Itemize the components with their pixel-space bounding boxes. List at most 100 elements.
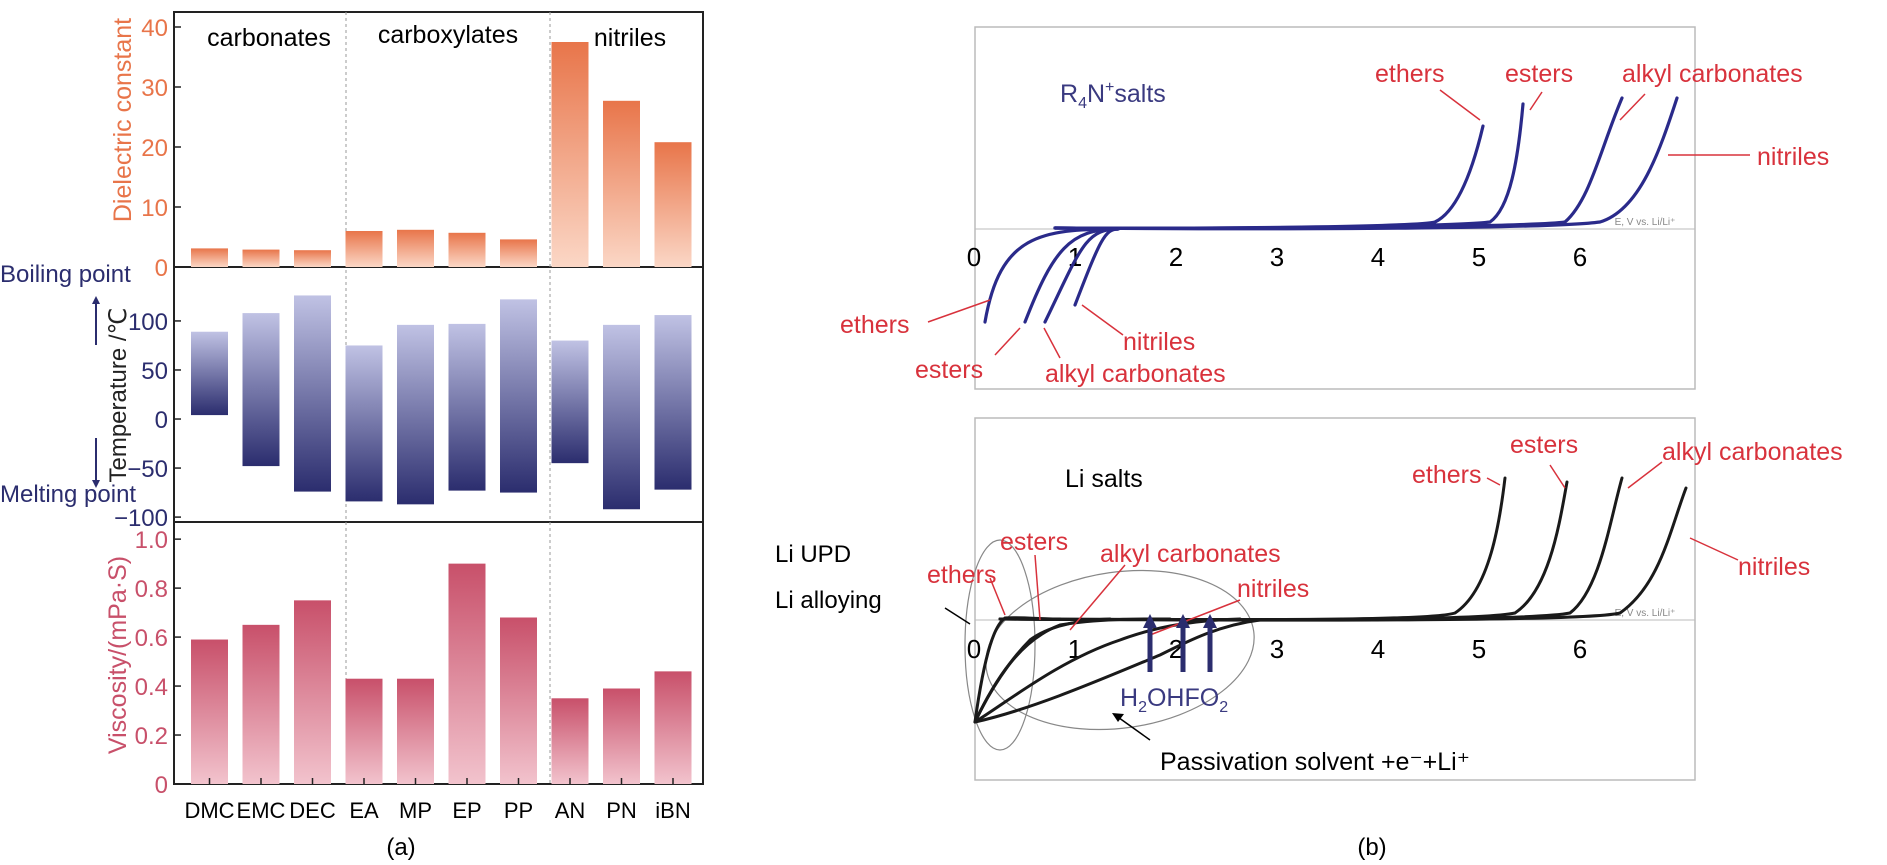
x-tick-label-3: 3 xyxy=(1270,242,1284,272)
dielectric-bar-DMC xyxy=(191,248,228,267)
bottom-chart-frame xyxy=(974,417,1696,781)
viscosity-bar-PN xyxy=(603,688,640,784)
melting-point-label: Melting point xyxy=(0,481,136,508)
viscosity-tick-label: 0 xyxy=(155,772,168,799)
top-chart-frame xyxy=(974,26,1696,390)
bottom-axis-caption: E, V vs. Li/Li⁺ xyxy=(1615,608,1676,619)
bottom-leader-ox-ethers xyxy=(1486,477,1501,486)
dielectric-bar-EMC xyxy=(242,249,280,267)
bottom-label-ox-nitriles: nitriles xyxy=(1738,553,1810,581)
viscosity-bar-DMC xyxy=(191,639,228,784)
passivation-leader xyxy=(1114,714,1151,741)
temperature-bar-AN xyxy=(551,340,589,464)
top-curve-ox-esters xyxy=(1053,102,1525,230)
category-label-PN: PN xyxy=(606,798,637,823)
top-label-red-esters: esters xyxy=(915,356,983,384)
bottom-leader-red-ethers xyxy=(989,577,1006,616)
bottom-label-ox-esters: esters xyxy=(1510,431,1578,459)
x-tick-label-0: 0 xyxy=(967,634,981,664)
panel-a-label: (a) xyxy=(386,834,415,861)
temperature-bar-MP xyxy=(397,324,434,505)
x-tick-label-4: 4 xyxy=(1371,634,1385,664)
top-axis-caption: E, V vs. Li/Li⁺ xyxy=(1615,217,1676,228)
passivation-label: Passivation solvent +e⁻+Li⁺ xyxy=(1160,748,1470,776)
x-tick-label-5: 5 xyxy=(1472,634,1486,664)
top-leader-ox-alkyl xyxy=(1619,93,1646,121)
bottom-leader-red-alkyl xyxy=(1069,564,1126,631)
top-chart-title: R4N+salts xyxy=(1060,79,1166,112)
panel-b-label: (b) xyxy=(1357,834,1386,861)
bottom-label-red-nitriles: nitriles xyxy=(1237,575,1309,603)
top-curves xyxy=(983,96,1679,324)
temperature-tick-label: −100 xyxy=(114,505,168,532)
viscosity-bar-EMC xyxy=(242,624,280,784)
impurity-arrows xyxy=(1147,625,1213,672)
bottom-label-red-alkyl: alkyl carbonates xyxy=(1100,540,1281,568)
x-tick-label-6: 6 xyxy=(1573,634,1587,664)
category-label-EMC: EMC xyxy=(237,798,286,823)
x-tick-label-6: 6 xyxy=(1573,242,1587,272)
viscosity-bar-DEC xyxy=(294,600,331,784)
bottom-chart-title: Li salts xyxy=(1065,465,1143,493)
bottom-leader-red-esters xyxy=(1034,554,1041,621)
category-label-iBN: iBN xyxy=(655,798,690,823)
top-label-ox-nitriles: nitriles xyxy=(1757,143,1829,171)
viscosity-bar-EP xyxy=(448,563,486,784)
top-curve-ox-nitriles xyxy=(1053,96,1679,231)
dielectric-bar-PN xyxy=(603,100,640,267)
bottom-curve-red-mid xyxy=(973,617,1112,724)
y-axis-label-temperature: Temperature /℃ xyxy=(105,307,132,482)
dielectric-bar-EA xyxy=(345,231,383,267)
li-upd-label: Li UPD xyxy=(775,541,851,568)
viscosity-tick-label: 0.2 xyxy=(135,723,168,750)
x-tick-label-2: 2 xyxy=(1169,634,1183,664)
dielectric-bars xyxy=(191,42,692,267)
panel-a: carbonates carboxylates nitriles 0 10 20 30… xyxy=(0,11,704,861)
temperature-bar-PP xyxy=(500,299,537,493)
o2-arrowhead-icon xyxy=(1203,614,1217,628)
temperature-tick-label: 50 xyxy=(141,358,168,385)
top-label-red-nitriles: nitriles xyxy=(1123,328,1195,356)
bottom-leader-red-nitriles xyxy=(1149,599,1241,636)
panel-a-frame xyxy=(173,11,704,785)
group-label-carbonates: carbonates xyxy=(207,24,331,52)
dielectric-tick-label: 0 xyxy=(155,255,168,282)
top-label-ox-alkyl: alkyl carbonates xyxy=(1622,60,1803,88)
h2o-arrowhead-icon xyxy=(1143,614,1157,628)
temperature-tick-label: −50 xyxy=(127,456,168,483)
top-leader-ox-ethers xyxy=(1439,89,1481,121)
temperature-bar-DMC xyxy=(191,331,228,416)
li-upd-ellipse xyxy=(964,539,1036,751)
temperature-bar-iBN xyxy=(654,315,692,490)
top-curve-red-nitriles xyxy=(1073,227,1120,307)
category-label-AN: AN xyxy=(555,798,586,823)
top-curve-red-alkyl xyxy=(1043,227,1120,324)
top-leader-ox-esters xyxy=(1529,91,1543,111)
temperature-tick-label: 0 xyxy=(155,407,168,434)
viscosity-tick-label: 0.6 xyxy=(135,625,168,652)
top-leader-red-alkyl xyxy=(1043,327,1061,359)
category-label-DEC: DEC xyxy=(289,798,336,823)
dielectric-tick-label: 20 xyxy=(141,135,168,162)
y-axis-label-viscosity: Viscosity/(mPa·S) xyxy=(104,556,132,754)
li-alloying-leader xyxy=(944,607,971,625)
temperature-tick-label: 100 xyxy=(128,309,168,336)
top-curve-ox-ethers xyxy=(1053,124,1485,230)
bottom-curve-red-ethers xyxy=(973,616,1062,724)
top-leader-red-esters xyxy=(994,327,1021,356)
viscosity-bar-AN xyxy=(551,698,589,784)
dielectric-bar-PP xyxy=(500,239,537,267)
viscosity-bar-PP xyxy=(500,617,537,784)
viscosity-tick-label: 1.0 xyxy=(135,527,168,554)
viscosity-bar-MP xyxy=(397,678,434,784)
bottom-label-red-ethers: ethers xyxy=(927,561,996,589)
passivation-arrow-icon xyxy=(1112,713,1124,722)
top-curve-red-ethers xyxy=(983,227,1120,324)
viscosity-tick-label: 0.8 xyxy=(135,576,168,603)
x-tick-label-3: 3 xyxy=(1270,634,1284,664)
category-label-DMC: DMC xyxy=(184,798,234,823)
